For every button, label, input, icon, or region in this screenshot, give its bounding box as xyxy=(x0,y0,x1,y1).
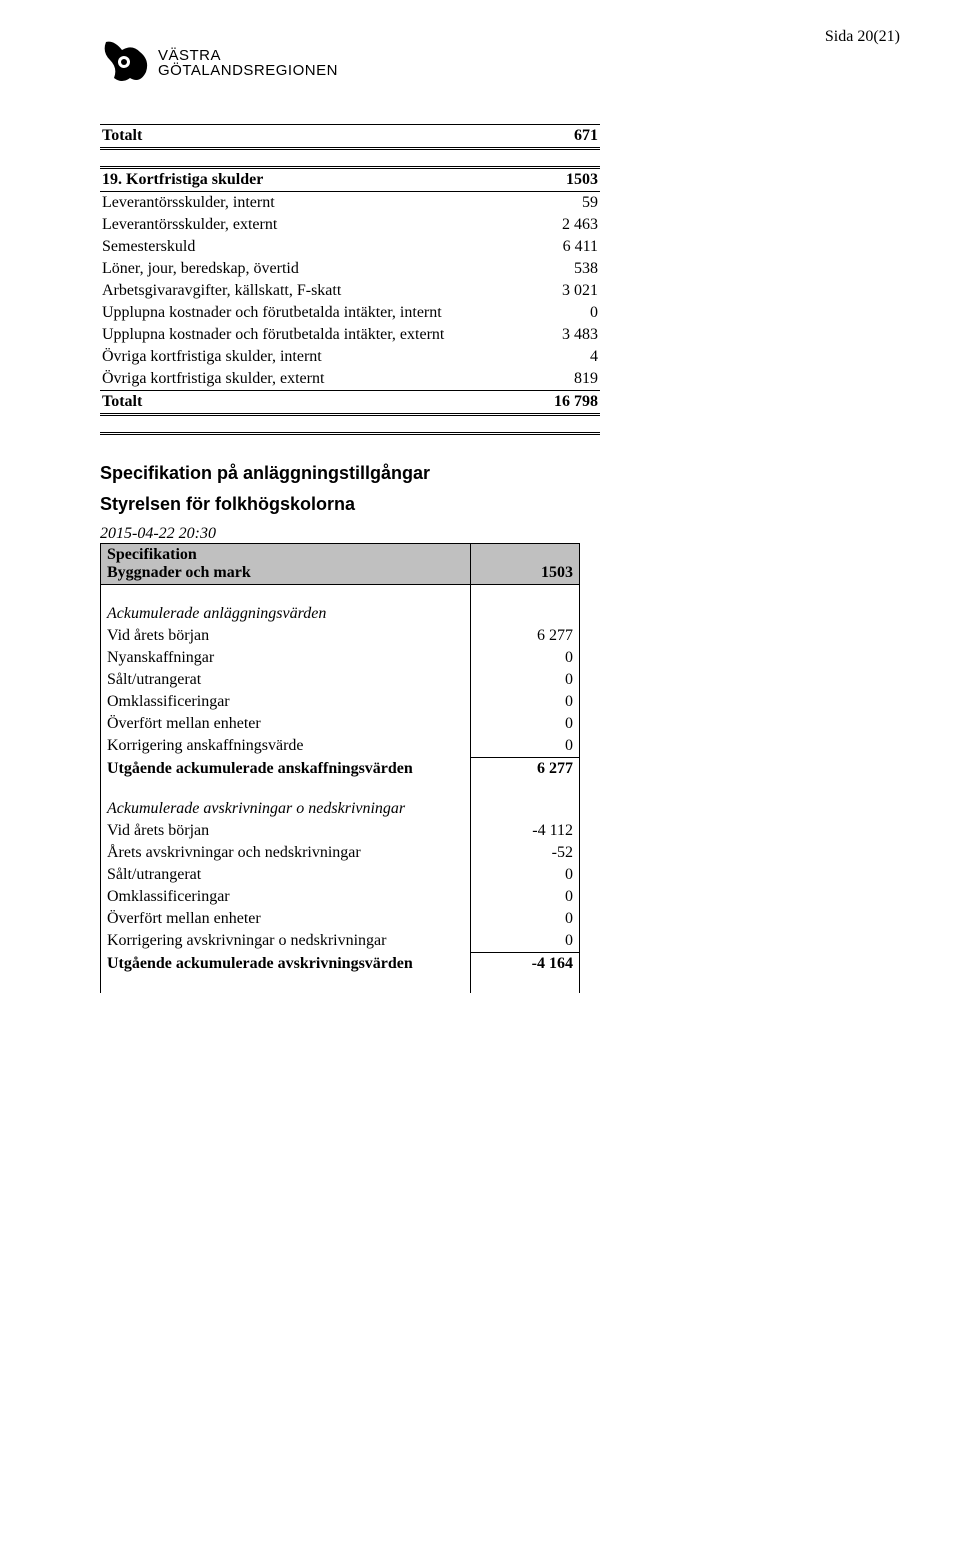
b2-row-label: Överfört mellan enheter xyxy=(101,908,471,930)
kf-row-val: 4 xyxy=(539,346,600,368)
divider xyxy=(100,432,600,435)
b2-row-label: Omklassificeringar xyxy=(101,886,471,908)
spec-hdr-val: 1503 xyxy=(471,544,580,585)
kf-row-label: Leverantörsskulder, internt xyxy=(100,192,539,215)
kf-row-label: Löner, jour, beredskap, övertid xyxy=(100,258,539,280)
b1-row-label: Överfört mellan enheter xyxy=(101,713,471,735)
spec-table: Specifikation Byggnader och mark 1503 Ac… xyxy=(100,543,580,993)
b2-row-val: 0 xyxy=(471,886,580,908)
region-logo-icon xyxy=(100,40,150,86)
total-table-1: Totalt 671 xyxy=(100,120,600,150)
kf-total-val: 16 798 xyxy=(539,391,600,415)
b1-sum-val: 6 277 xyxy=(471,757,580,780)
b2-row-val: 0 xyxy=(471,930,580,953)
b1-row-label: Korrigering anskaffningsvärde xyxy=(101,735,471,758)
kf-row-val: 3 021 xyxy=(539,280,600,302)
kf-row-val: 59 xyxy=(539,192,600,215)
b2-row-label: Årets avskrivningar och nedskrivningar xyxy=(101,842,471,864)
b2-row-label: Sålt/utrangerat xyxy=(101,864,471,886)
kf-row-val: 6 411 xyxy=(539,236,600,258)
kf-row-val: 538 xyxy=(539,258,600,280)
kf-title: 19. Kortfristiga skulder xyxy=(100,168,539,192)
b2-row-label: Korrigering avskrivningar o nedskrivning… xyxy=(101,930,471,953)
kf-row-label: Upplupna kostnader och förutbetalda intä… xyxy=(100,302,539,324)
total1-label: Totalt xyxy=(100,125,406,149)
b1-row-val: 0 xyxy=(471,735,580,758)
page-number: Sida 20(21) xyxy=(825,28,900,46)
kf-row-val: 3 483 xyxy=(539,324,600,346)
b1-row-val: 0 xyxy=(471,647,580,669)
b2-row-val: -4 112 xyxy=(471,820,580,842)
kf-row-label: Arbetsgivaravgifter, källskatt, F-skatt xyxy=(100,280,539,302)
block1-title: Ackumulerade anläggningsvärden xyxy=(101,603,471,625)
spec-heading: Specifikation på anläggningstillgångar xyxy=(100,463,860,484)
total1-value: 671 xyxy=(406,125,600,149)
kf-row-label: Övriga kortfristiga skulder, externt xyxy=(100,368,539,391)
b2-row-val: 0 xyxy=(471,908,580,930)
b1-row-val: 0 xyxy=(471,669,580,691)
kf-title-no: 19. xyxy=(102,171,122,188)
kf-row-label: Upplupna kostnader och förutbetalda intä… xyxy=(100,324,539,346)
b1-row-label: Vid årets början xyxy=(101,625,471,647)
spec-subheading: Styrelsen för folkhögskolorna xyxy=(100,494,860,515)
b1-sum-label: Utgående ackumulerade anskaffningsvärden xyxy=(101,757,471,780)
kf-total-label: Totalt xyxy=(100,391,539,415)
timestamp: 2015-04-22 20:30 xyxy=(100,525,860,543)
kf-row-val: 2 463 xyxy=(539,214,600,236)
kf-title-text: Kortfristiga skulder xyxy=(126,171,263,188)
kf-row-label: Semesterskuld xyxy=(100,236,539,258)
logo-text-line1: VÄSTRA xyxy=(158,48,338,63)
spec-hdr-label: Specifikation Byggnader och mark xyxy=(101,544,471,585)
b1-row-val: 6 277 xyxy=(471,625,580,647)
kf-row-label: Leverantörsskulder, externt xyxy=(100,214,539,236)
b1-row-label: Omklassificeringar xyxy=(101,691,471,713)
kf-row-val: 0 xyxy=(539,302,600,324)
b2-row-val: 0 xyxy=(471,864,580,886)
logo-block: VÄSTRA GÖTALANDSREGIONEN xyxy=(100,40,860,86)
kf-row-label: Övriga kortfristiga skulder, internt xyxy=(100,346,539,368)
b1-row-label: Nyanskaffningar xyxy=(101,647,471,669)
page: Sida 20(21) VÄSTRA GÖTALANDSREGIONEN Tot… xyxy=(0,0,960,1053)
b1-row-val: 0 xyxy=(471,713,580,735)
b1-row-label: Sålt/utrangerat xyxy=(101,669,471,691)
kortfristiga-table: 19. Kortfristiga skulder 1503 Leverantör… xyxy=(100,166,600,416)
block2-title: Ackumulerade avskrivningar o nedskrivnin… xyxy=(101,798,471,820)
kf-row-val: 819 xyxy=(539,368,600,391)
b2-sum-label: Utgående ackumulerade avskrivningsvärden xyxy=(101,952,471,975)
b1-row-val: 0 xyxy=(471,691,580,713)
kf-title-val: 1503 xyxy=(539,168,600,192)
b2-row-val: -52 xyxy=(471,842,580,864)
logo-text-line2: GÖTALANDSREGIONEN xyxy=(158,63,338,78)
b2-row-label: Vid årets början xyxy=(101,820,471,842)
b2-sum-val: -4 164 xyxy=(471,952,580,975)
